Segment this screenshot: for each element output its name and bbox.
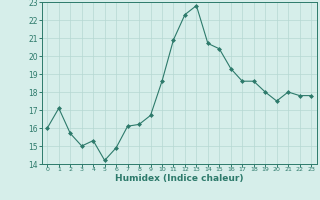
X-axis label: Humidex (Indice chaleur): Humidex (Indice chaleur) bbox=[115, 174, 244, 183]
